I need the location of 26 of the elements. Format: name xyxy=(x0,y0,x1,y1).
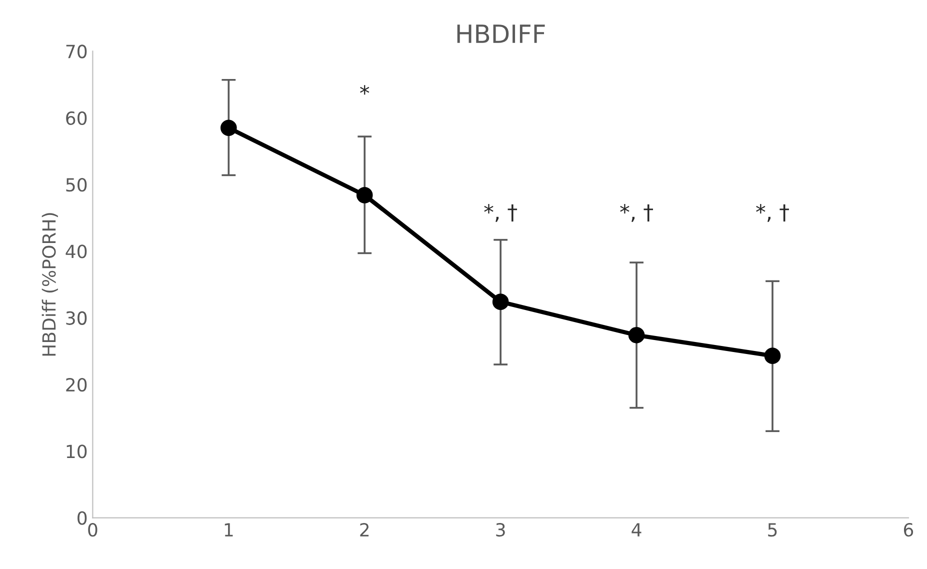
x-tick-label: 5 xyxy=(768,523,777,537)
x-tick-label: 2 xyxy=(360,522,369,536)
point xyxy=(764,348,781,364)
y-tick-label: 20 xyxy=(66,378,87,392)
point xyxy=(492,294,509,310)
annotation: * xyxy=(360,85,370,95)
y-tick-label: 30 xyxy=(66,311,87,325)
y-tick-label: 70 xyxy=(66,44,87,58)
y-tick-label: 60 xyxy=(66,111,87,125)
x-tick-label: 3 xyxy=(496,522,505,537)
point xyxy=(356,187,373,204)
y-tick-label: 10 xyxy=(66,444,87,458)
x-tick-label: 6 xyxy=(904,522,914,537)
y-axis-title: HBDiff (%PORH) xyxy=(42,213,58,356)
x-tick-label: 1 xyxy=(224,523,233,536)
point xyxy=(628,327,645,344)
y-tick-label: 0 xyxy=(78,511,87,525)
annotation: *, † xyxy=(620,204,653,222)
x-tick-label: 0 xyxy=(88,522,98,537)
x-tick-label: 4 xyxy=(632,523,642,536)
annotation: *, † xyxy=(484,204,518,222)
y-tick-label: 50 xyxy=(66,178,87,192)
chart-title: HBDIFF xyxy=(457,24,545,43)
y-tick-label: 40 xyxy=(66,244,87,258)
point xyxy=(220,120,237,136)
annotation: *, † xyxy=(756,204,789,222)
